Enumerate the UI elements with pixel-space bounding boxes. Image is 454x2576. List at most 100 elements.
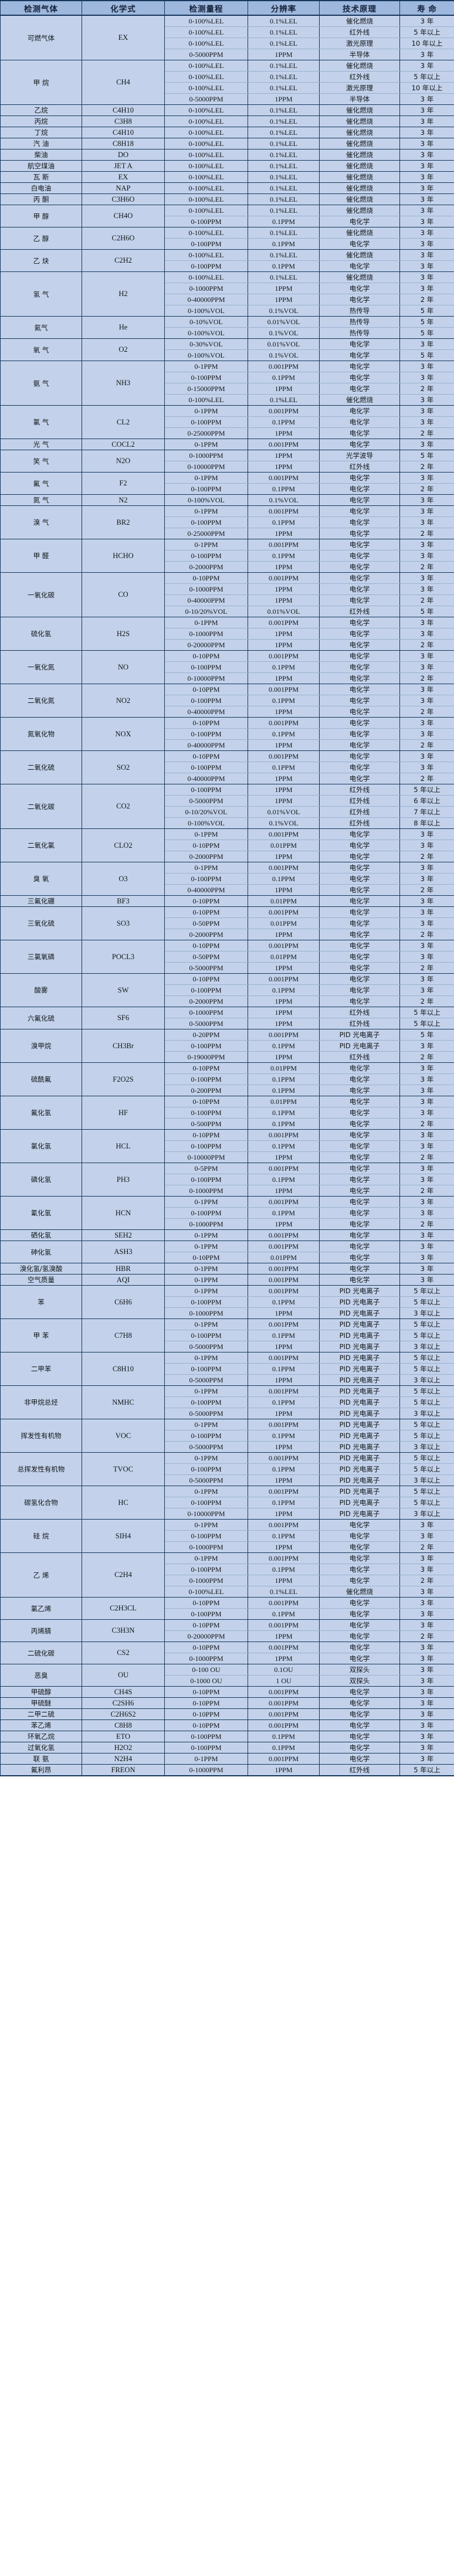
- cell-detection-range: 0-100PPM: [164, 216, 248, 227]
- cell-lifetime: 5 年: [399, 450, 454, 461]
- cell-detection-range: 0-10PPM: [164, 906, 248, 918]
- cell-lifetime: 5 年以上: [399, 1463, 454, 1475]
- cell-detection-range: 0-2000PPM: [164, 929, 248, 940]
- cell-technology: 激光原理: [319, 82, 400, 94]
- cell-detection-range: 0-100PPM: [164, 1742, 248, 1753]
- cell-detection-range: 0-100%LEL: [164, 104, 248, 116]
- table-row: 0-100%VOL 0.1%VOL 红外线 8 年以上: [1, 817, 454, 829]
- table-row: 甲 醛 HCHO 0-1PPM 0.001PPM 电化学 3 年: [0, 539, 454, 573]
- cell-detection-range: 0-1PPM: [164, 1241, 248, 1252]
- cell-gas-name: 氯乙烯: [0, 1597, 82, 1620]
- table-row: 0-25000PPM 1PPM 电化学 2 年: [1, 427, 454, 439]
- cell-lifetime: 2 年: [399, 773, 454, 784]
- cell-resolution: 0.1%LEL: [248, 104, 320, 116]
- table-row: 柴油 DO 0-100%LEL 0.1%LEL 催化燃烧 3 年: [0, 149, 454, 161]
- cell-chemical-formula: CH4: [82, 60, 165, 105]
- table-row: 二氧化氮 NO2 0-10PPM 0.001PPM 电化学 3 年: [0, 684, 454, 718]
- cell-lifetime: 3 年: [399, 1708, 454, 1720]
- table-row: 氟化氢 HF 0-10PPM 0.01PPM 电化学 3 年: [0, 1096, 454, 1130]
- cell-lifetime: 3 年: [399, 1642, 454, 1653]
- cell-lifetime: 3 年: [399, 951, 454, 963]
- table-row: 硅 烷 SIH4 0-1PPM 0.001PPM 电化学 3 年: [0, 1519, 454, 1553]
- cell-lifetime: 3 年: [399, 1140, 454, 1152]
- cell-technology: PID 光电离子: [319, 1040, 400, 1052]
- cell-lifetime: 2 年: [399, 427, 454, 439]
- table-row: 0-10000PPM 1PPM 电化学 2 年: [1, 672, 454, 684]
- cell-technology: 催化燃烧: [319, 104, 400, 116]
- cell-detection-range: 0-5000PPM: [164, 1341, 248, 1352]
- cell-resolution: 0.1%LEL: [248, 171, 320, 183]
- cell-chemical-formula: C8H18: [82, 138, 165, 149]
- cell-lifetime: 3 年: [399, 1742, 454, 1753]
- cell-gas-name: 白电油: [0, 182, 82, 194]
- cell-lifetime: 3 年: [399, 1252, 454, 1263]
- table-row: 0-200PPM 0.1PPM 电化学 3 年: [1, 1085, 454, 1096]
- table-row: 0-100%LEL 0.1%LEL 催化燃烧 3 年: [1, 1586, 454, 1598]
- cell-resolution: 0.001PPM: [248, 1452, 320, 1464]
- cell-detection-range: 0-100%LEL: [164, 171, 248, 183]
- table-row: 0-100PPM 0.1PPM 电化学 3 年: [1, 728, 454, 740]
- cell-technology: 电化学: [319, 1708, 400, 1720]
- table-row: 0-100PPM 0.1PPM 电化学 3 年: [1, 416, 454, 428]
- cell-detection-range: 0-100PPM: [164, 238, 248, 250]
- cell-technology: 电化学: [319, 940, 400, 951]
- cell-detection-range: 0-100PPM: [164, 483, 248, 495]
- table-row: 乙 醇 C2H6O 0-100%LEL 0.1%LEL 催化燃烧 3 年: [0, 227, 454, 250]
- cell-lifetime: 3 年: [399, 439, 454, 450]
- cell-detection-range: 0-10/20%VOL: [164, 606, 248, 617]
- cell-detection-range: 0-100PPM: [164, 260, 248, 272]
- cell-resolution: 1PPM: [248, 1307, 320, 1319]
- cell-chemical-formula: PH3: [82, 1163, 165, 1197]
- cell-technology: PID 光电离子: [319, 1408, 400, 1419]
- cell-resolution: 0.001PPM: [248, 1263, 320, 1275]
- cell-gas-name: 氢 气: [0, 271, 82, 317]
- cell-technology: 电化学: [319, 349, 400, 361]
- cell-technology: PID 光电离子: [319, 1497, 400, 1508]
- cell-lifetime: 3 年: [399, 1229, 454, 1241]
- table-row: 丁烷 C4H10 0-100%LEL 0.1%LEL 催化燃烧 3 年: [0, 127, 454, 138]
- cell-technology: 电化学: [319, 1218, 400, 1230]
- cell-chemical-formula: SIH4: [82, 1519, 165, 1553]
- cell-detection-range: 0-100%LEL: [164, 271, 248, 283]
- cell-gas-name: 酸雾: [0, 973, 82, 1007]
- cell-detection-range: 0-100PPM: [164, 695, 248, 706]
- cell-resolution: 1PPM: [248, 528, 320, 539]
- cell-technology: 电化学: [319, 840, 400, 851]
- cell-technology: 红外线: [319, 1764, 400, 1776]
- cell-detection-range: 0-1000PPM: [164, 1541, 248, 1553]
- cell-detection-range: 0-100PPM: [164, 1040, 248, 1052]
- table-row: 0-1000PPM 1PPM 电化学 2 年: [1, 1541, 454, 1553]
- cell-gas-name: 氯 气: [0, 405, 82, 439]
- cell-technology: 电化学: [319, 238, 400, 250]
- cell-detection-range: 0-1PPM: [164, 1753, 248, 1765]
- cell-detection-range: 0-5000PPM: [164, 795, 248, 807]
- table-row: 0-40000PPM 1PPM 电化学 2 年: [1, 739, 454, 751]
- table-row: 硫酰氟 F2O2S 0-10PPM 0.01PPM 电化学 3 年: [0, 1062, 454, 1096]
- cell-gas-name: 甲 醇: [0, 205, 82, 227]
- cell-resolution: 1PPM: [248, 49, 320, 60]
- cell-technology: 电化学: [319, 739, 400, 751]
- cell-chemical-formula: ETO: [82, 1731, 165, 1742]
- cell-technology: 催化燃烧: [319, 15, 400, 27]
- cell-lifetime: 3 年: [399, 1519, 454, 1531]
- cell-detection-range: 0-1PPM: [164, 505, 248, 517]
- cell-chemical-formula: NMHC: [82, 1385, 165, 1419]
- cell-resolution: 1PPM: [248, 1408, 320, 1419]
- cell-lifetime: 3 年: [399, 1107, 454, 1119]
- cell-technology: 红外线: [319, 606, 400, 617]
- cell-resolution: 1PPM: [248, 1541, 320, 1553]
- table-row: 0-40000PPM 1PPM 电化学 2 年: [1, 594, 454, 606]
- table-row: 0-100PPM 0.1PPM 电化学 3 年: [1, 1174, 454, 1185]
- cell-technology: 电化学: [319, 260, 400, 272]
- cell-chemical-formula: HF: [82, 1096, 165, 1130]
- table-row: 0-50PPM 0.01PPM 电化学 3 年: [1, 917, 454, 929]
- cell-lifetime: 3 年以上: [399, 1307, 454, 1319]
- cell-detection-range: 0-100%VOL: [164, 327, 248, 339]
- cell-lifetime: 3 年: [399, 104, 454, 116]
- cell-resolution: 0.1PPM: [248, 260, 320, 272]
- cell-technology: 电化学: [319, 1118, 400, 1130]
- cell-lifetime: 3 年: [399, 1196, 454, 1208]
- cell-technology: 红外线: [319, 795, 400, 807]
- cell-gas-name: 甲 苯: [0, 1318, 82, 1352]
- cell-technology: 电化学: [319, 427, 400, 439]
